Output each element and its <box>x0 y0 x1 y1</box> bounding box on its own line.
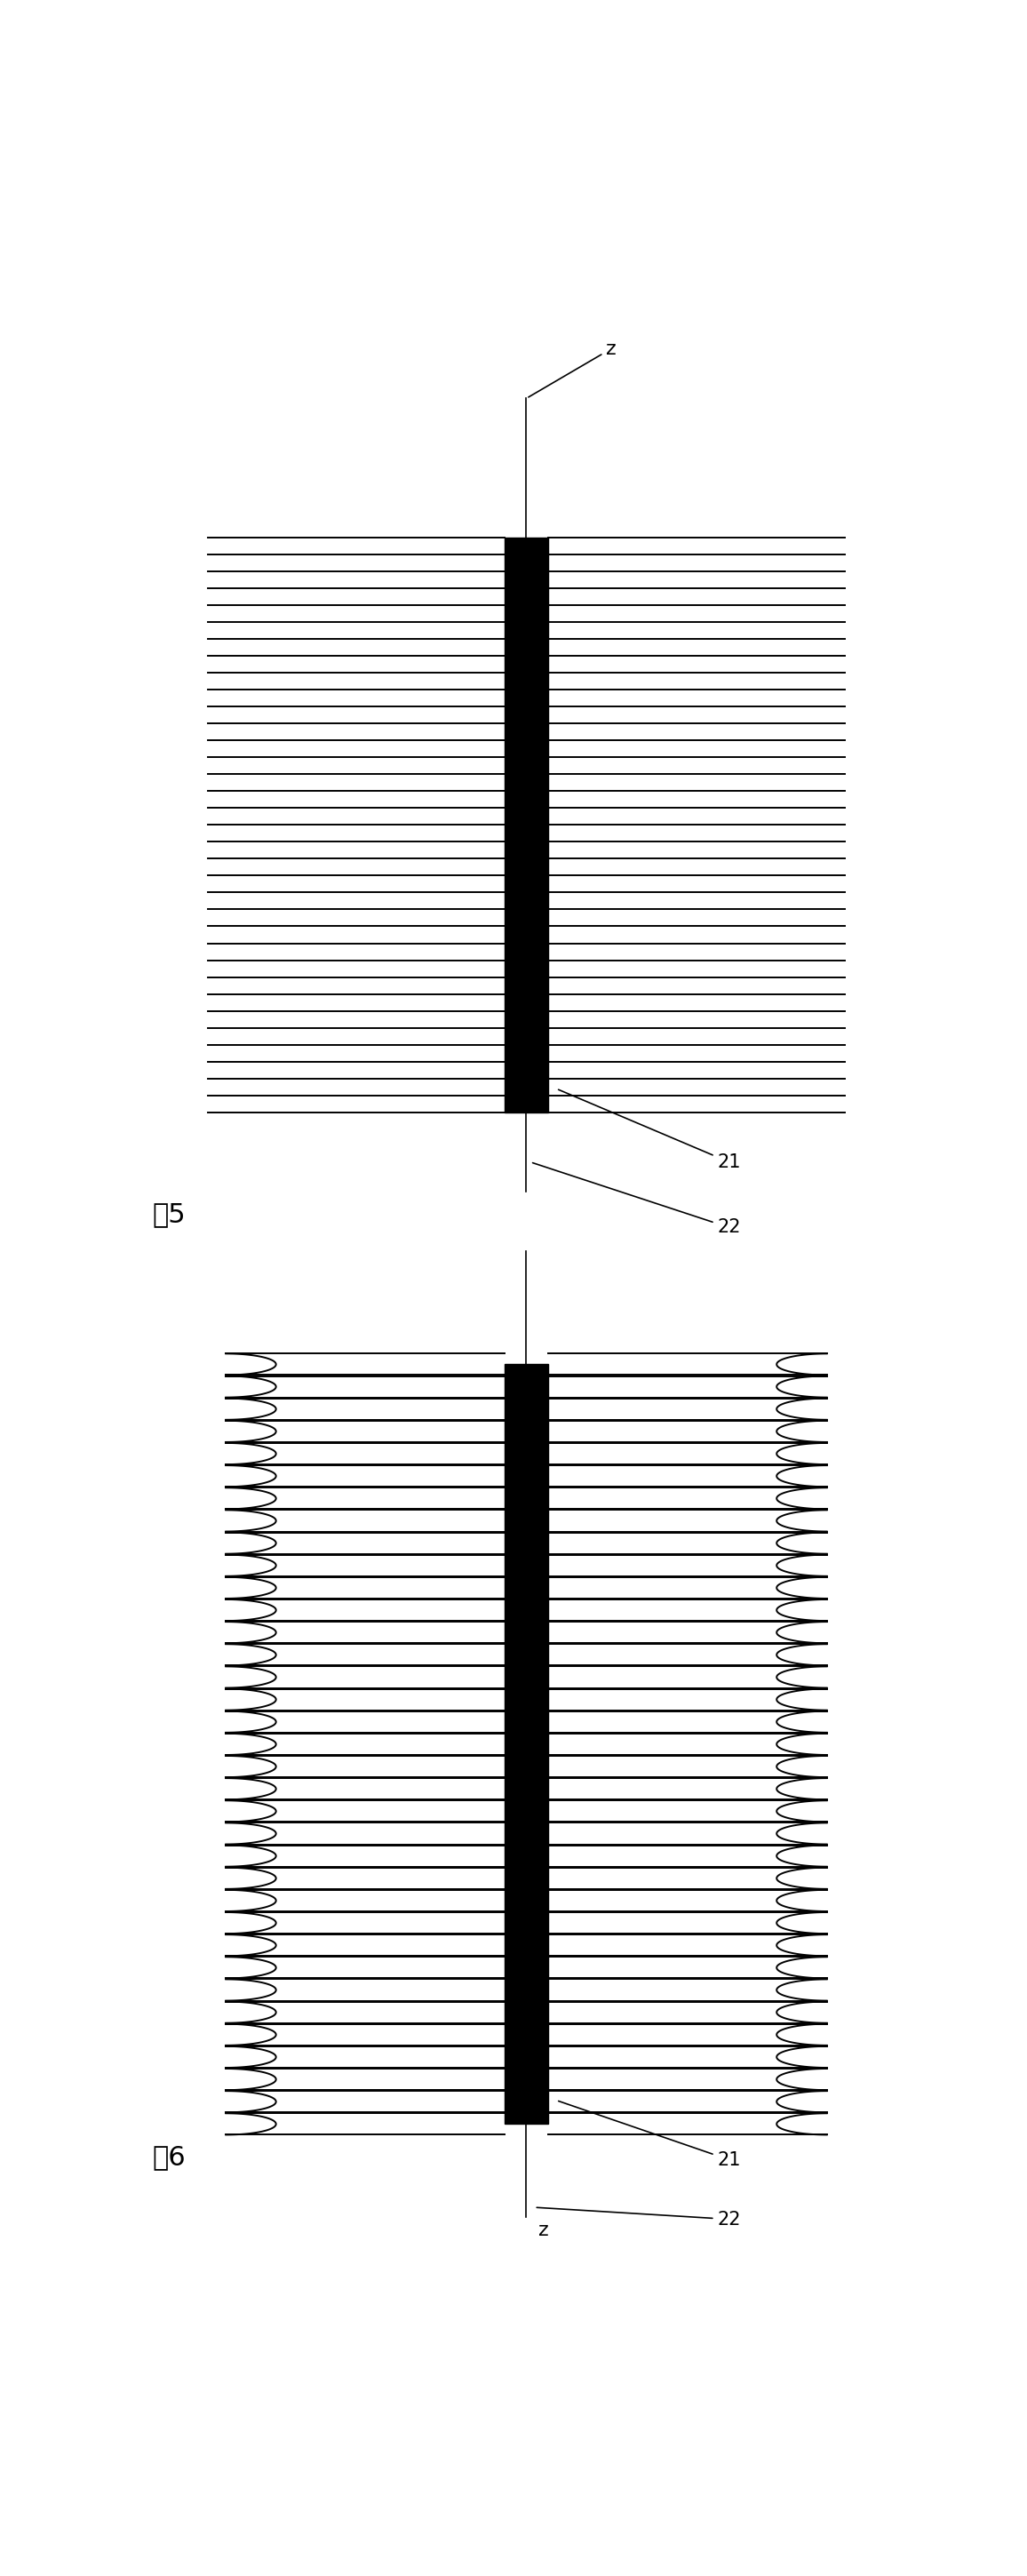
Text: z: z <box>538 2221 548 2239</box>
Text: 22: 22 <box>533 1162 740 1236</box>
Text: 21: 21 <box>559 1090 740 1172</box>
Bar <box>504 1365 548 2125</box>
Bar <box>504 538 548 1113</box>
Text: z: z <box>529 340 616 397</box>
Text: 22: 22 <box>537 2208 740 2228</box>
Text: 21: 21 <box>559 2102 740 2169</box>
Text: 图6: 图6 <box>152 2143 186 2169</box>
Text: 图5: 图5 <box>152 1203 186 1229</box>
